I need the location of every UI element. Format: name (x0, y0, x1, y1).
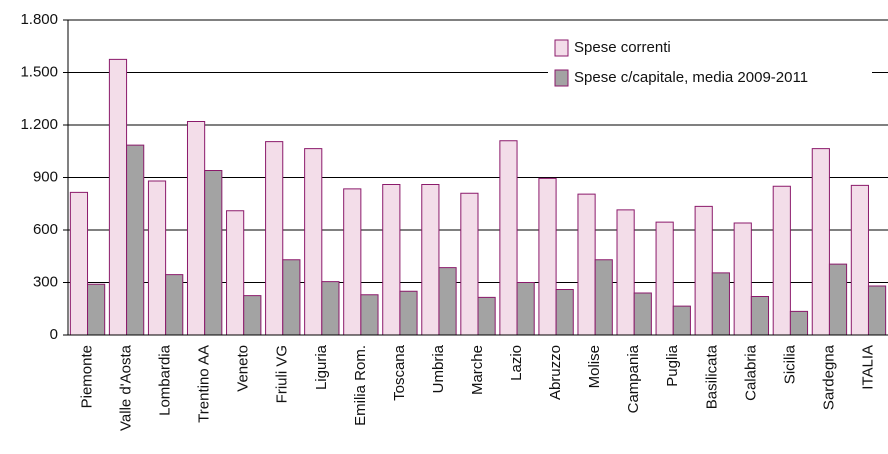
x-tick-label: Umbria (430, 344, 447, 393)
bar (577, 193, 596, 336)
y-tick-label: 900 (33, 168, 58, 185)
y-tick-label: 1.800 (20, 11, 58, 28)
x-tick-label: Sicilia (781, 344, 798, 384)
bar (343, 188, 362, 336)
bar (811, 148, 830, 336)
bar (421, 184, 440, 336)
x-tick-label: Piemonte (78, 345, 95, 408)
x-tick-label: Veneto (235, 345, 252, 392)
bar (672, 305, 691, 336)
x-tick-label: Lombardia (157, 344, 174, 416)
bar (633, 292, 652, 336)
bar (789, 310, 809, 336)
y-tick-label: 600 (33, 221, 58, 238)
x-tick-label: ITALIA (859, 345, 876, 390)
bar (828, 263, 848, 336)
bar (499, 140, 518, 336)
legend: Spese correnti Spese c/capitale, media 20… (548, 34, 872, 94)
bar (87, 283, 106, 336)
bar (226, 210, 245, 336)
bar (204, 170, 223, 336)
bar (555, 289, 574, 336)
x-tick-label: Abruzzo (547, 345, 564, 400)
x-tick-label: Valle d'Aosta (118, 344, 135, 431)
legend-label: Spese c/capitale, media 2009-2011 (574, 69, 808, 86)
bar (460, 192, 479, 336)
x-tick-label: Emilia Rom. (352, 345, 369, 426)
bar (516, 282, 535, 336)
legend-swatch (554, 69, 569, 87)
bar (867, 285, 887, 336)
bar (711, 272, 730, 336)
x-tick-label: Lazio (508, 345, 525, 381)
bar (108, 58, 128, 336)
bar (438, 267, 457, 336)
bar (186, 121, 206, 336)
bar (655, 221, 674, 336)
x-tick-label: Toscana (391, 344, 408, 401)
x-tick-label: Sardegna (820, 344, 837, 410)
bar (772, 185, 791, 336)
bar (321, 281, 340, 336)
x-tick-label: Marche (469, 345, 486, 395)
x-tick-label: Friuli VG (274, 345, 291, 403)
x-tick-label: Basilicata (703, 344, 720, 409)
x-tick-label: Campania (625, 344, 642, 413)
legend-box (548, 34, 872, 94)
y-tick-label: 1.500 (20, 63, 58, 80)
bar (69, 191, 89, 336)
bar (616, 209, 635, 336)
bar (850, 184, 869, 336)
x-tick-label: Puglia (664, 344, 681, 386)
legend-swatch (554, 39, 569, 57)
y-tick-label: 300 (33, 273, 58, 290)
bar (594, 259, 613, 336)
bar (399, 290, 418, 336)
bar (750, 296, 770, 336)
y-tick-label: 0 (50, 326, 58, 343)
bar (538, 177, 557, 336)
bar (147, 180, 167, 336)
legend-label: Spese correnti (574, 39, 671, 56)
bar (694, 205, 713, 336)
bar (733, 222, 752, 336)
bar (265, 141, 284, 336)
bar (126, 144, 145, 336)
y-tick-label: 1.200 (20, 116, 58, 133)
bar (282, 259, 301, 336)
x-tick-label: Trentino AA (196, 345, 213, 423)
bar (165, 274, 184, 336)
bar (382, 184, 401, 336)
bar (243, 295, 262, 336)
x-tick-label: Calabria (742, 344, 759, 401)
x-tick-label: Molise (586, 345, 603, 388)
x-tick-label: Liguria (313, 344, 330, 390)
bar (477, 296, 496, 336)
bar (360, 294, 379, 336)
bar (304, 148, 323, 336)
